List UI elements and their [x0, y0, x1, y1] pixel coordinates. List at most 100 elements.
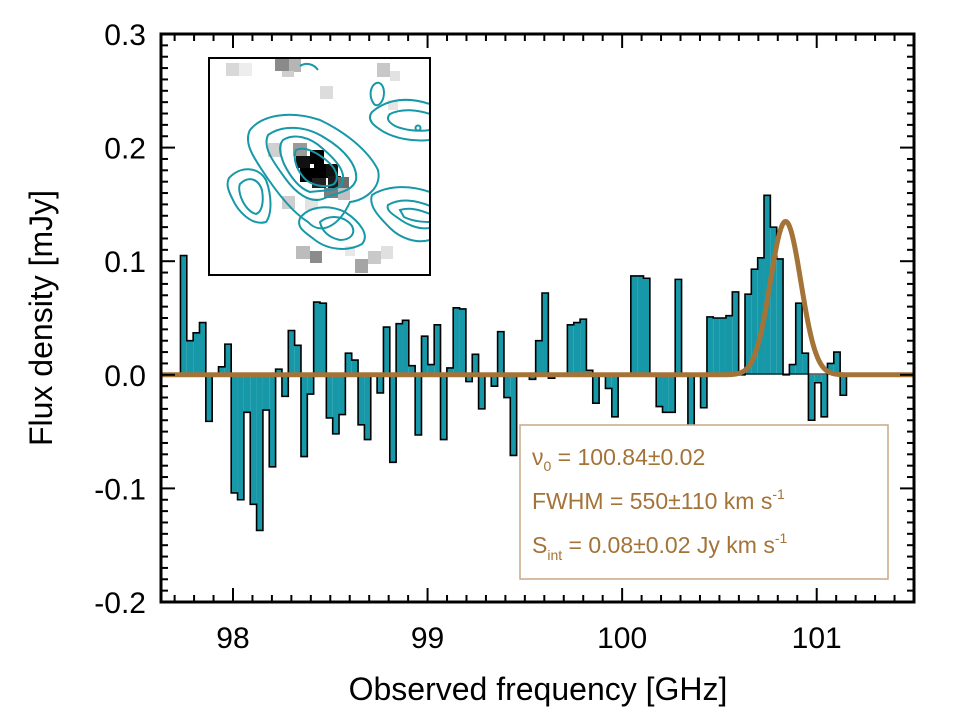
- spectrum-bar-9: [237, 374, 244, 500]
- spectrum-bar-38: [421, 336, 428, 375]
- spectrum-bar-50: [497, 331, 504, 375]
- spectrum-bar-68: [611, 374, 619, 417]
- spectrum-bar-98: [802, 353, 809, 375]
- spectrum-bar-44: [459, 308, 466, 375]
- spectrum-bar-57: [542, 293, 549, 375]
- x-tick-label: 98: [216, 622, 249, 655]
- spectrum-bar-11: [250, 374, 257, 505]
- spectrum-bar-42: [446, 367, 454, 375]
- y-tick-label: 0.2: [104, 133, 146, 166]
- fwhm-annotation: FWHM = 550±110 km s-1: [532, 486, 785, 514]
- spectrum-bar-61: [567, 324, 574, 375]
- spectrum-bar-6: [218, 366, 225, 375]
- spectrum-bar-49: [491, 374, 498, 387]
- spectrum-bar-26: [345, 353, 352, 375]
- spectrum-bar-14: [269, 374, 276, 467]
- inset-map: [208, 57, 431, 276]
- spectrum-bar-56: [535, 340, 543, 375]
- spectrum-bar-65: [592, 374, 600, 404]
- spectrum-bar-39: [427, 364, 435, 375]
- spectrum-bar-17: [288, 330, 295, 375]
- nu0-annotation: ν0 = 100.84±0.02: [532, 444, 705, 474]
- y-tick-label: -0.1: [94, 473, 146, 506]
- spectrum-bar-52: [510, 374, 517, 456]
- y-tick-label: 0.3: [104, 19, 146, 52]
- spectrum-bar-12: [256, 374, 263, 531]
- legend-frame: [519, 424, 889, 580]
- spectrum-bar-96: [789, 364, 796, 375]
- spectrum-bar-93: [770, 227, 777, 375]
- spectrum-bar-97: [795, 303, 803, 375]
- x-axis-title: Observed frequency [GHz]: [349, 671, 728, 707]
- spectrum-bar-75: [656, 374, 663, 407]
- spectrum-bar-94: [776, 258, 784, 375]
- spectrum-bar-16: [281, 374, 289, 397]
- spectrum-bar-80: [687, 374, 695, 443]
- spectrum-bar-36: [408, 365, 416, 375]
- inset-contours: [226, 62, 430, 250]
- inset-frame: [208, 57, 431, 276]
- spectrum-bar-90: [751, 269, 758, 375]
- spectrum-bar-51: [503, 374, 511, 398]
- spectrum-bar-1: [186, 340, 194, 375]
- spectrum-bar-78: [675, 279, 682, 375]
- spectrum-bar-102: [827, 363, 834, 375]
- spectrum-bar-4: [205, 374, 213, 422]
- spectrum-bar-35: [402, 320, 409, 375]
- spectrum-bar-85: [719, 318, 726, 375]
- spectrum-bar-47: [478, 374, 485, 409]
- spectrum-bar-67: [605, 374, 612, 389]
- spectrum-bar-83: [706, 316, 714, 375]
- y-tick-label: 0.0: [104, 360, 146, 393]
- spectrum-bar-31: [377, 374, 384, 393]
- spectrum-bar-28: [358, 374, 365, 425]
- spectrum-bar-21: [313, 302, 321, 375]
- spectrum-bar-8: [231, 374, 238, 493]
- spectrum-bar-101: [821, 374, 828, 417]
- spectrum-bar-84: [713, 318, 720, 375]
- spectrum-bar-3: [199, 322, 206, 375]
- spectrum-bar-24: [332, 374, 340, 434]
- spectrum-bar-46: [472, 354, 479, 375]
- spectrum-bar-45: [465, 374, 473, 382]
- spectrum-bar-62: [573, 322, 581, 375]
- spectrum-bar-71: [630, 275, 638, 375]
- spectrum-bar-2: [193, 332, 200, 375]
- spectrum-bar-34: [396, 323, 403, 375]
- spectrum-bars: [179, 194, 848, 532]
- spectrum-bar-41: [440, 374, 447, 440]
- spectrum-bar-10: [243, 374, 251, 413]
- spectrum-bar-37: [415, 374, 422, 436]
- spectrum-bar-76: [662, 374, 669, 413]
- x-tick-label: 101: [792, 622, 842, 655]
- spectrum-bar-82: [700, 374, 707, 408]
- y-tick-label: -0.2: [94, 587, 146, 620]
- spectrum-bar-15: [275, 369, 282, 375]
- spectrum-bar-99: [808, 374, 815, 421]
- spectrum-bar-29: [364, 374, 371, 440]
- x-tick-label: 100: [597, 622, 647, 655]
- axis-tick-labels: 98 99 100 101 -0.2 -0.1 0.0 0.1 0.2 0.3: [94, 19, 841, 655]
- spectrum-bar-32: [383, 327, 390, 375]
- spectrum-bar-100: [814, 374, 822, 383]
- spectrum-bar-40: [434, 324, 441, 375]
- y-tick-label: 0.1: [104, 246, 146, 279]
- fit-parameters-box: ν0 = 100.84±0.02 FWHM = 550±110 km s-1 S…: [519, 424, 889, 580]
- spectrum-bar-22: [320, 303, 327, 375]
- spectrum-bar-104: [840, 374, 847, 396]
- spectrum-bar-72: [637, 275, 644, 375]
- axis-ticks: [161, 33, 915, 603]
- spectrum-bar-63: [580, 319, 587, 375]
- spectrum-bar-7: [224, 344, 232, 375]
- spectrum-bar-20: [307, 374, 314, 395]
- y-axis-title: Flux density [mJy]: [23, 190, 59, 446]
- spectrum-bar-77: [668, 374, 676, 413]
- inset-grayscale: [226, 58, 400, 273]
- sint-annotation: Sint = 0.08±0.02 Jy km s-1: [532, 530, 788, 563]
- spectrum-bar-27: [351, 360, 359, 375]
- spectrum-bar-19: [300, 374, 308, 457]
- spectrum-outline: [179, 194, 848, 532]
- spectrum-bar-103: [833, 352, 841, 375]
- spectrum-bar-91: [757, 257, 765, 375]
